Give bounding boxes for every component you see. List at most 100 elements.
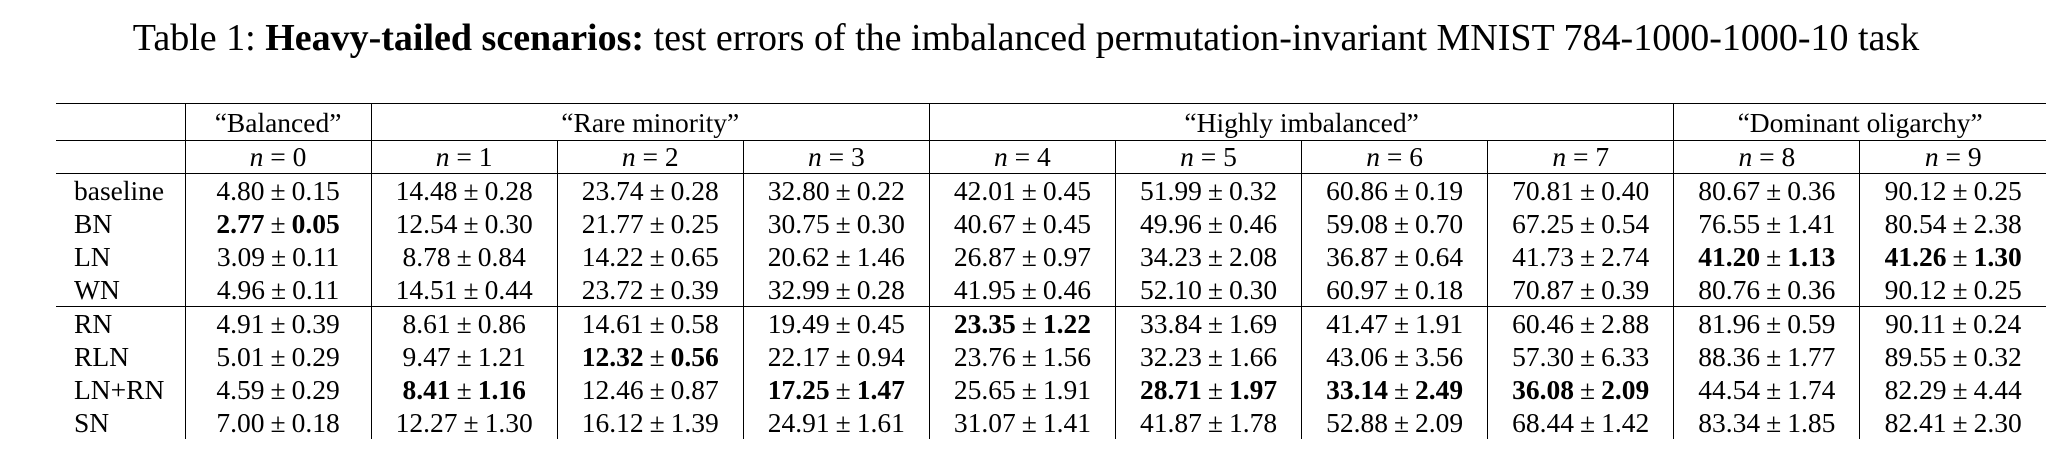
plus-minus-sign: ± [463, 174, 479, 206]
error-cell: 8.61 ±0.86 [370, 306, 558, 340]
n-value: 2 [664, 141, 679, 173]
n-value: 1 [478, 141, 493, 173]
mean-value: 23.72 [581, 273, 644, 305]
error-cell: 83.34 ±1.85 [1673, 406, 1860, 439]
mean-value: 32.99 [767, 273, 830, 305]
std-value: 0.05 [291, 207, 340, 239]
error-cell: 90.11 ±0.24 [1859, 306, 2046, 340]
plus-minus-sign: ± [1021, 340, 1037, 372]
std-value: 0.25 [1973, 273, 2022, 305]
mean-value: 80.76 [1698, 273, 1761, 305]
n-header: n = 0 [184, 140, 372, 174]
std-value: 0.22 [856, 174, 905, 206]
plus-minus-sign: ± [463, 406, 479, 438]
table-caption: Table 1: Heavy-tailed scenarios: test er… [0, 14, 2052, 62]
n-symbol: n [807, 141, 822, 173]
error-cell: 70.81 ±0.40 [1487, 173, 1674, 207]
error-cell: 51.99 ±0.32 [1114, 173, 1302, 207]
mean-value: 16.12 [581, 406, 644, 438]
n-value: 7 [1595, 141, 1610, 173]
error-cell: 19.49 ±0.45 [742, 306, 930, 340]
n-header: n = 8 [1673, 140, 1860, 174]
plus-minus-sign: ± [649, 373, 665, 405]
mean-value: 82.29 [1884, 373, 1947, 405]
equals-sign: = [821, 141, 851, 173]
mean-value: 21.77 [581, 207, 644, 239]
plus-minus-sign: ± [649, 207, 665, 239]
error-cell: 82.41 ±2.30 [1859, 406, 2046, 439]
mean-value: 2.77 [216, 207, 265, 239]
std-value: 0.54 [1601, 207, 1650, 239]
std-value: 0.87 [670, 373, 719, 405]
plus-minus-sign: ± [1021, 307, 1037, 339]
caption-prefix: Table 1: [132, 17, 266, 59]
mean-value: 51.99 [1139, 174, 1202, 206]
n-value: 9 [1967, 141, 1982, 173]
plus-minus-sign: ± [270, 340, 286, 372]
std-value: 0.28 [484, 174, 533, 206]
error-cell: 88.36 ±1.77 [1673, 340, 1860, 373]
error-cell: 57.30 ±6.33 [1487, 340, 1674, 373]
mean-value: 23.35 [953, 307, 1016, 339]
error-cell: 8.41 ±1.16 [370, 373, 558, 406]
std-value: 0.18 [291, 406, 340, 438]
mean-value: 8.41 [402, 373, 451, 405]
mean-value: 4.80 [216, 174, 265, 206]
std-value: 0.15 [291, 174, 340, 206]
error-cell: 41.26 ±1.30 [1859, 240, 2046, 273]
error-cell: 25.65 ±1.91 [928, 373, 1116, 406]
std-value: 0.39 [291, 307, 340, 339]
mean-value: 8.78 [402, 240, 451, 272]
plus-minus-sign: ± [1021, 207, 1037, 239]
mean-value: 31.07 [953, 406, 1016, 438]
mean-value: 20.62 [767, 240, 830, 272]
std-value: 1.39 [670, 406, 719, 438]
std-value: 2.88 [1601, 307, 1650, 339]
std-value: 0.30 [1228, 273, 1278, 305]
std-value: 0.86 [477, 307, 526, 339]
plus-minus-sign: ± [270, 406, 286, 438]
error-cell: 26.87 ±0.97 [928, 240, 1116, 273]
table-body: baseline 4.80 ±0.15 14.48 ±0.28 23.74 ±0.28 32.… [56, 173, 2046, 439]
error-cell: 32.80 ±0.22 [742, 173, 930, 207]
std-value: 1.85 [1787, 406, 1836, 438]
std-value: 1.91 [1415, 307, 1464, 339]
std-value: 0.45 [1042, 174, 1091, 206]
plus-minus-sign: ± [1021, 174, 1037, 206]
error-cell: 23.74 ±0.28 [556, 173, 744, 207]
error-cell: 20.62 ±1.46 [742, 240, 930, 273]
table-row: RN 4.91 ±0.39 8.61 ±0.86 14.61 ±0.58 19.49 ±0.45… [56, 306, 2046, 340]
mean-value: 24.91 [767, 406, 830, 438]
caption-bold: Heavy-tailed scenarios: [265, 17, 645, 59]
plus-minus-sign: ± [835, 406, 851, 438]
plus-minus-sign: ± [1952, 373, 1968, 405]
group-header: “Rare minority” [370, 103, 930, 141]
plus-minus-sign: ± [1580, 207, 1596, 239]
plus-minus-sign: ± [1766, 307, 1782, 339]
std-value: 2.74 [1601, 240, 1650, 272]
method-label: WN [74, 273, 120, 305]
plus-minus-sign: ± [649, 406, 665, 438]
plus-minus-sign: ± [1021, 406, 1037, 438]
plus-minus-sign: ± [270, 307, 286, 339]
error-cell: 14.61 ±0.58 [556, 306, 744, 340]
plus-minus-sign: ± [271, 273, 287, 305]
std-value: 2.49 [1415, 373, 1464, 405]
error-cell: 2.77 ±0.05 [184, 207, 372, 240]
plus-minus-sign: ± [1766, 373, 1782, 405]
results-table: “Balanced” “Rare minority” “Highly imbalan… [56, 103, 2046, 439]
group-header: “Dominant oligarchy” [1673, 103, 2046, 141]
error-cell: 23.76 ±1.56 [928, 340, 1116, 373]
mean-value: 80.54 [1884, 207, 1947, 239]
mean-value: 36.08 [1512, 373, 1575, 405]
mean-value: 25.65 [953, 373, 1016, 405]
error-cell: 67.25 ±0.54 [1487, 207, 1674, 240]
equals-sign: = [263, 141, 293, 173]
n-symbol: n [1738, 141, 1753, 173]
std-value: 0.11 [292, 240, 340, 272]
mean-value: 41.73 [1512, 240, 1575, 272]
std-value: 2.30 [1973, 406, 2022, 438]
std-value: 0.36 [1787, 174, 1836, 206]
error-cell: 22.17 ±0.94 [742, 340, 930, 373]
